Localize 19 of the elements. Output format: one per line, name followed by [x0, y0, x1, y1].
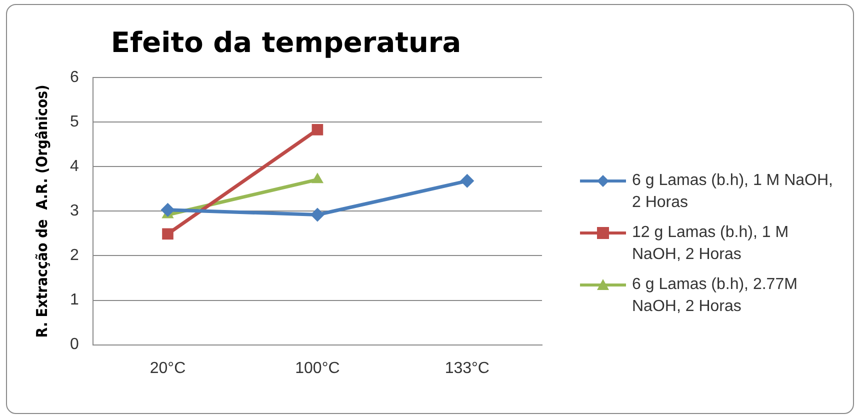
- legend-label: 6 g Lamas (b.h), 2.77M NaOH, 2 Horas: [632, 275, 798, 317]
- x-tick-label: 133°C: [444, 360, 490, 377]
- y-tick-label: 1: [70, 292, 79, 309]
- y-tick-label: 2: [70, 247, 79, 264]
- y-tick-label: 3: [70, 202, 79, 220]
- legend-label: 6 g Lamas (b.h), 1 M NaOH, 2 Horas: [632, 171, 833, 213]
- legend-label: 12 g Lamas (b.h), 1 M NaOH, 2 Horas: [632, 223, 790, 265]
- y-tick-label: 5: [70, 114, 79, 131]
- y-tick-label: 4: [70, 158, 79, 176]
- y-tick-label: 6: [70, 69, 79, 86]
- point: [310, 208, 324, 222]
- y-tick-label: 0: [70, 336, 79, 354]
- chart-title: Efeito da temperatura: [110, 26, 462, 60]
- y-axis-title: R. Extracção de A.R. (Orgânicos): [32, 84, 51, 338]
- point: [312, 124, 324, 136]
- point: [460, 174, 474, 188]
- x-tick-label: 100°C: [295, 360, 340, 377]
- point: [162, 228, 174, 240]
- x-tick-label: 20°C: [150, 360, 186, 377]
